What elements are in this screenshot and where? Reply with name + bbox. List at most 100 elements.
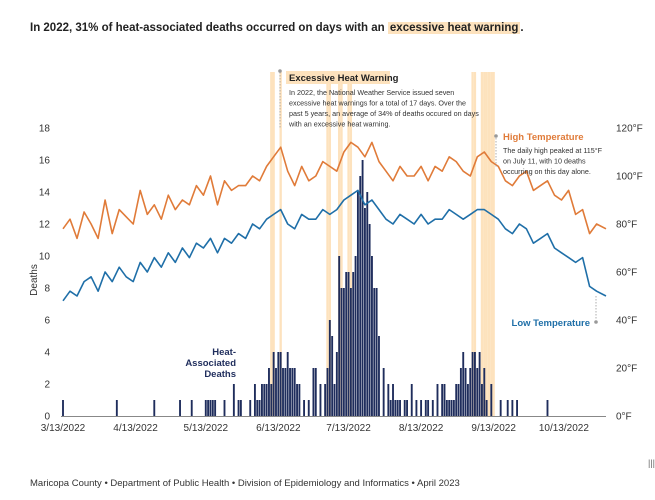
death-bar (483, 368, 486, 416)
death-bar (506, 400, 509, 416)
warning-bands (270, 72, 495, 416)
warning-band (471, 72, 474, 416)
death-bar (223, 400, 226, 416)
warning-band (490, 72, 493, 416)
warning-leader-dot (278, 69, 282, 73)
death-bar (277, 352, 280, 416)
warning-band (340, 72, 343, 416)
y2-tick-label: 80°F (616, 220, 637, 231)
death-bar (282, 368, 284, 416)
death-bar (366, 192, 369, 416)
death-bar (368, 224, 371, 416)
death-bar (62, 400, 64, 416)
warning-band (272, 72, 275, 416)
death-bar (387, 384, 390, 416)
death-bar (427, 400, 430, 416)
death-bar (373, 288, 376, 416)
death-bar (232, 384, 235, 416)
warning-band (328, 72, 331, 416)
death-bar (286, 352, 289, 416)
y2-tick-label: 60°F (616, 268, 637, 279)
death-bar (268, 368, 270, 416)
death-bar (272, 352, 275, 416)
death-bar (516, 400, 518, 416)
y-tick-label: 0 (44, 412, 50, 423)
death-bar (319, 384, 322, 416)
x-tick-label: 5/13/2022 (184, 423, 229, 434)
death-bar (324, 384, 327, 416)
death-bar (455, 384, 458, 416)
corner-mark: |||| (648, 458, 655, 468)
warning-band (485, 72, 488, 416)
death-bar (371, 256, 373, 416)
death-bar (382, 368, 385, 416)
y-axis-title: Deaths (29, 264, 40, 296)
death-bar (345, 272, 348, 416)
y-tick-label: 18 (39, 124, 51, 135)
y-tick-label: 2 (44, 380, 50, 391)
y2-tick-label: 120°F (616, 124, 643, 135)
y2-tick-label: 100°F (616, 172, 643, 183)
death-bar (314, 368, 317, 416)
death-bar (190, 400, 193, 416)
low-temperature-label: Low Temperature (512, 318, 590, 329)
death-bar (354, 256, 357, 416)
death-bar (499, 400, 502, 416)
temperature-lines (62, 141, 607, 302)
death-bar (256, 400, 259, 416)
death-bar (214, 400, 217, 416)
high-text-line: occurring on this day alone. (503, 167, 591, 176)
death-bar (473, 352, 476, 416)
death-bar (249, 400, 252, 416)
death-bar (326, 368, 329, 416)
death-bar (303, 400, 306, 416)
death-bar (207, 400, 210, 416)
bars-label-line: Deaths (204, 369, 236, 380)
death-bar (410, 384, 413, 416)
x-tick-label: 8/13/2022 (399, 423, 444, 434)
death-bar (396, 400, 399, 416)
death-bar (239, 400, 242, 416)
death-bar (263, 384, 266, 416)
death-bar (481, 384, 483, 416)
death-bar (333, 384, 336, 416)
death-bar (258, 400, 261, 416)
title-after: . (520, 22, 524, 34)
high-text-line: The daily high peaked at 115°F (503, 146, 603, 155)
chart-title: In 2022, 31% of heat-associated deaths o… (30, 22, 524, 34)
x-tick-label: 4/13/2022 (113, 423, 158, 434)
death-bar (342, 288, 345, 416)
warning-band (480, 72, 484, 416)
high-temperature-line (62, 141, 607, 240)
title-highlight: excessive heat warning (387, 22, 521, 34)
low-temperature-line (62, 189, 607, 302)
death-bar (291, 368, 294, 416)
death-bar (490, 384, 493, 416)
death-bar (209, 400, 212, 416)
death-bar (448, 400, 451, 416)
death-bar (403, 400, 406, 416)
death-bar (211, 400, 214, 416)
death-bar (375, 288, 378, 416)
warning-band (338, 72, 341, 416)
death-bar (394, 400, 397, 416)
heat-deaths-chart: 0 2 4 6 8 10 12 14 16 18 Deaths 0°F 20°F 40°F 60°F 80°F… (29, 69, 643, 435)
death-bar (441, 384, 444, 416)
death-bar (338, 256, 341, 416)
death-bar (469, 368, 472, 416)
death-bar (476, 368, 479, 416)
death-bar (457, 384, 460, 416)
axes: 0 2 4 6 8 10 12 14 16 18 Deaths 0°F 20°F 40°F 60°F 80°F… (29, 124, 643, 435)
death-bar (443, 384, 446, 416)
footer-credit: Maricopa County • Department of Public H… (30, 478, 460, 489)
death-bar (378, 336, 380, 416)
warning-title-highlight (286, 71, 390, 84)
warning-text-line: In 2022, the National Weather Service is… (289, 88, 454, 97)
death-bar (289, 368, 291, 416)
death-bar (546, 400, 549, 416)
death-bar (420, 400, 423, 416)
death-bar (356, 192, 359, 416)
y-tick-label: 12 (39, 220, 51, 231)
y-tick-label: 8 (44, 284, 50, 295)
y-tick-label: 4 (44, 348, 50, 359)
